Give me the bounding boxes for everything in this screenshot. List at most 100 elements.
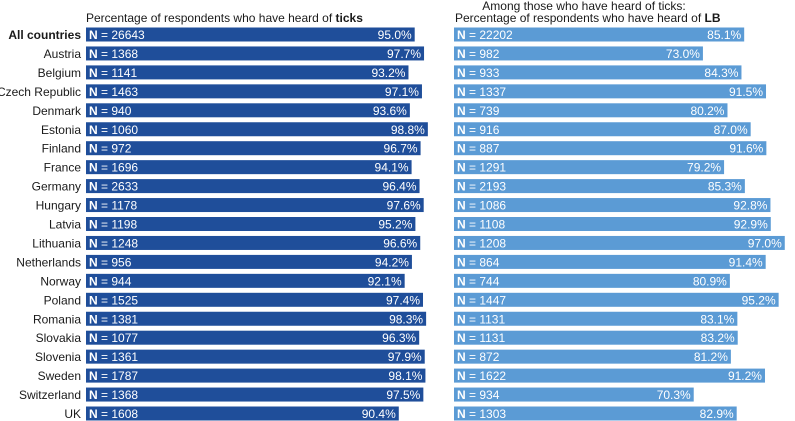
category-label: Latvia [49,218,81,232]
right-value-label: 85.1% [707,28,741,42]
category-label: Hungary [36,199,81,213]
left-value-label: 98.1% [388,369,422,383]
left-n-label: N = 1248 [89,236,138,250]
right-value-label: 83.2% [701,331,735,345]
right-bar [454,387,694,402]
category-label: Norway [40,274,81,288]
left-bar [86,141,421,156]
category-label: France [44,161,82,175]
left-value-label: 95.2% [378,218,412,232]
right-n-label: N = 1337 [457,85,506,99]
right-n-label: N = 887 [457,142,500,156]
right-value-label: 80.9% [693,274,727,288]
left-value-label: 94.1% [375,161,409,175]
left-n-label: N = 944 [89,274,132,288]
category-label: Lithuania [32,236,81,250]
category-label: Sweden [38,369,81,383]
left-value-label: 97.7% [387,47,421,61]
left-bar [86,27,415,42]
left-n-label: N = 1368 [89,388,138,402]
category-label: Slovakia [36,331,82,345]
left-bar [86,406,399,421]
category-label: Romania [33,312,81,326]
right-bar [454,141,767,156]
category-labels: All countries Austria Belgium Czech Republi… [0,28,82,421]
right-bars: N = 22202 85.1% N = 982 73.0% N = 933 84.3% N … [454,27,785,421]
right-value-label: 95.2% [742,293,776,307]
right-value-label: 92.8% [733,199,767,213]
left-bar [86,122,428,137]
left-n-label: N = 2633 [89,180,138,194]
right-n-label: N = 933 [457,66,500,80]
left-bar [86,235,421,250]
right-value-label: 85.3% [708,180,742,194]
category-label: Slovenia [35,350,81,364]
right-bar [454,179,745,194]
left-chart-title: Percentage of respondents who have heard… [86,11,363,25]
right-chart-title-line2: Percentage of respondents who have heard… [455,11,721,25]
left-value-label: 94.2% [375,255,409,269]
category-label: UK [64,407,81,421]
right-n-label: N = 1131 [457,312,505,326]
left-n-label: N = 1361 [89,350,138,364]
left-n-label: N = 1381 [89,312,138,326]
left-n-label: N = 1198 [89,218,137,232]
right-value-label: 92.9% [734,218,768,232]
left-n-label: N = 1696 [89,161,138,175]
left-bar [86,311,427,326]
right-bar [454,27,745,42]
right-bar [454,84,767,99]
right-bar [454,198,771,213]
left-value-label: 90.4% [362,407,396,421]
left-value-label: 97.5% [386,388,420,402]
left-bar [86,254,412,269]
right-n-label: N = 1622 [457,369,506,383]
left-bar [86,292,424,307]
right-bar [454,65,742,80]
left-n-label: N = 1608 [89,407,138,421]
right-bar [454,311,738,326]
left-bar [86,84,422,99]
right-bar [454,349,731,364]
right-n-label: N = 916 [457,123,500,137]
category-label: Switzerland [19,388,81,402]
right-n-label: N = 1291 [457,161,506,175]
right-bar [454,217,771,231]
right-n-label: N = 1447 [457,293,506,307]
category-label: Estonia [41,123,81,137]
left-n-label: N = 1368 [89,47,138,61]
right-bar [454,368,765,383]
right-bar [454,122,751,137]
left-bar [86,273,405,288]
left-value-label: 97.1% [385,85,419,99]
left-value-label: 92.1% [368,274,402,288]
category-label: Denmark [32,104,82,118]
right-value-label: 80.2% [690,104,724,118]
right-n-label: N = 1303 [457,407,506,421]
left-n-label: N = 1463 [89,85,138,99]
category-label: Belgium [38,66,81,80]
right-value-label: 87.0% [714,123,748,137]
left-bar [86,198,424,213]
right-bar [454,330,738,345]
left-bar [86,387,424,402]
right-value-label: 81.2% [694,350,728,364]
left-value-label: 96.7% [384,142,418,156]
right-bar [454,406,737,421]
left-value-label: 98.3% [389,312,423,326]
right-n-label: N = 864 [457,255,500,269]
category-label: All countries [8,28,81,42]
left-bar [86,103,410,118]
right-bar [454,235,785,250]
left-n-label: N = 1525 [89,293,138,307]
right-value-label: 84.3% [704,66,738,80]
category-label: Finland [42,142,81,156]
category-label: Poland [44,293,81,307]
left-value-label: 98.8% [391,123,425,137]
left-n-label: N = 972 [89,142,132,156]
left-value-label: 96.6% [383,236,417,250]
left-value-label: 97.9% [388,350,422,364]
right-n-label: N = 872 [457,350,500,364]
right-value-label: 91.4% [729,255,763,269]
right-value-label: 91.6% [729,142,763,156]
